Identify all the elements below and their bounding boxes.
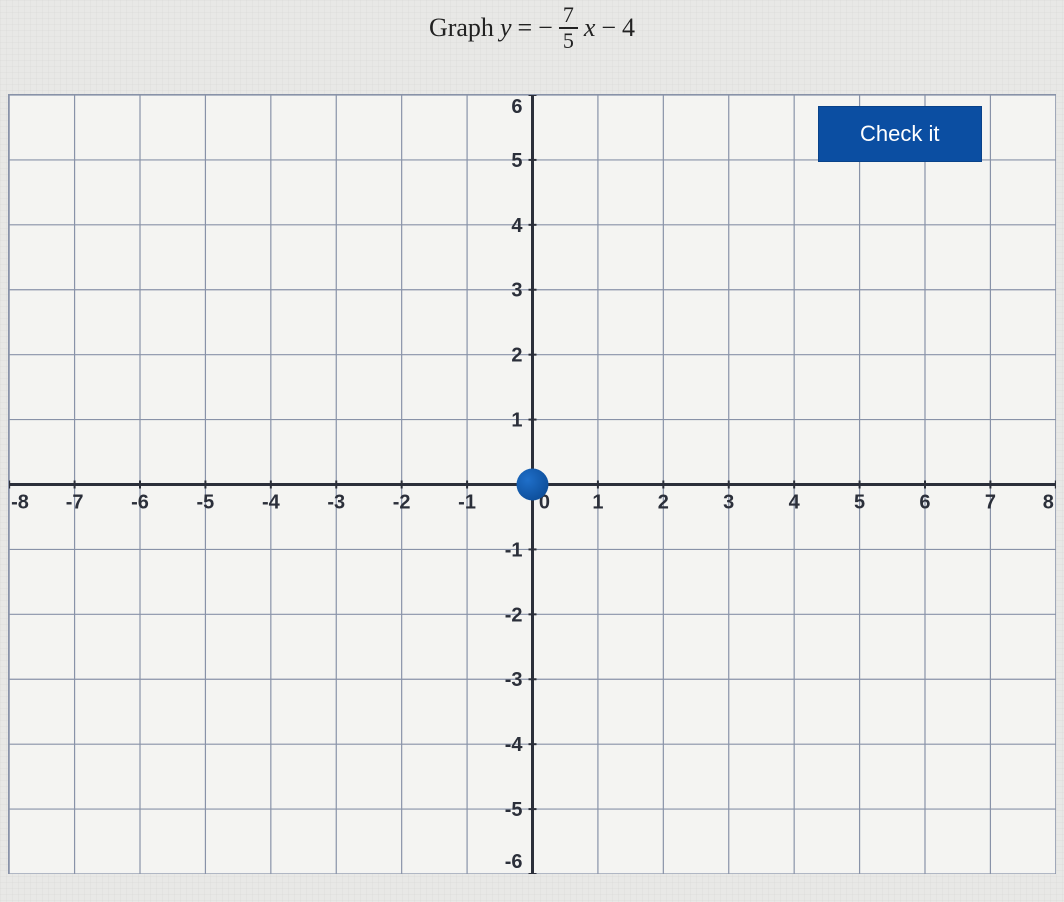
svg-text:-6: -6	[131, 491, 149, 513]
check-button-label: Check it	[860, 121, 939, 147]
svg-text:-4: -4	[505, 734, 523, 756]
fraction-numerator: 7	[559, 4, 578, 29]
svg-text:-3: -3	[505, 669, 523, 691]
grid-svg: -8-7-6-5-4-3-2-1012345678-6-5-4-3-2-1123…	[9, 95, 1056, 874]
title-word: Graph	[429, 13, 494, 43]
svg-text:-2: -2	[393, 491, 411, 513]
svg-text:-6: -6	[505, 851, 523, 873]
svg-text:-5: -5	[197, 491, 215, 513]
svg-text:4: 4	[511, 215, 522, 237]
svg-text:6: 6	[511, 96, 522, 118]
svg-text:-3: -3	[327, 491, 345, 513]
title-const: 4	[622, 13, 635, 43]
svg-text:-2: -2	[505, 604, 523, 626]
coordinate-plane[interactable]: -8-7-6-5-4-3-2-1012345678-6-5-4-3-2-1123…	[8, 94, 1056, 874]
svg-text:5: 5	[511, 150, 522, 172]
svg-text:-1: -1	[505, 539, 523, 561]
svg-text:-1: -1	[458, 491, 476, 513]
title-minus: −	[601, 13, 616, 43]
svg-text:8: 8	[1043, 491, 1054, 513]
svg-text:6: 6	[919, 491, 930, 513]
svg-text:-5: -5	[505, 799, 523, 821]
title-lhs: y	[500, 13, 512, 43]
svg-text:-8: -8	[11, 491, 29, 513]
svg-text:3: 3	[723, 491, 734, 513]
svg-text:5: 5	[854, 491, 865, 513]
svg-text:3: 3	[511, 280, 522, 302]
fraction-denominator: 5	[559, 29, 578, 52]
problem-title: Graph y = − 7 5 x − 4	[0, 4, 1064, 52]
svg-text:1: 1	[592, 491, 603, 513]
title-rhs-var: x	[584, 13, 596, 43]
check-button[interactable]: Check it	[818, 106, 982, 162]
title-fraction: 7 5	[559, 4, 578, 52]
title-equals: =	[517, 13, 532, 43]
svg-text:1: 1	[511, 410, 522, 432]
svg-text:-7: -7	[66, 491, 84, 513]
svg-text:7: 7	[985, 491, 996, 513]
svg-text:-4: -4	[262, 491, 280, 513]
title-neg: −	[538, 13, 553, 43]
svg-text:4: 4	[789, 491, 800, 513]
svg-text:2: 2	[511, 345, 522, 367]
svg-text:2: 2	[658, 491, 669, 513]
